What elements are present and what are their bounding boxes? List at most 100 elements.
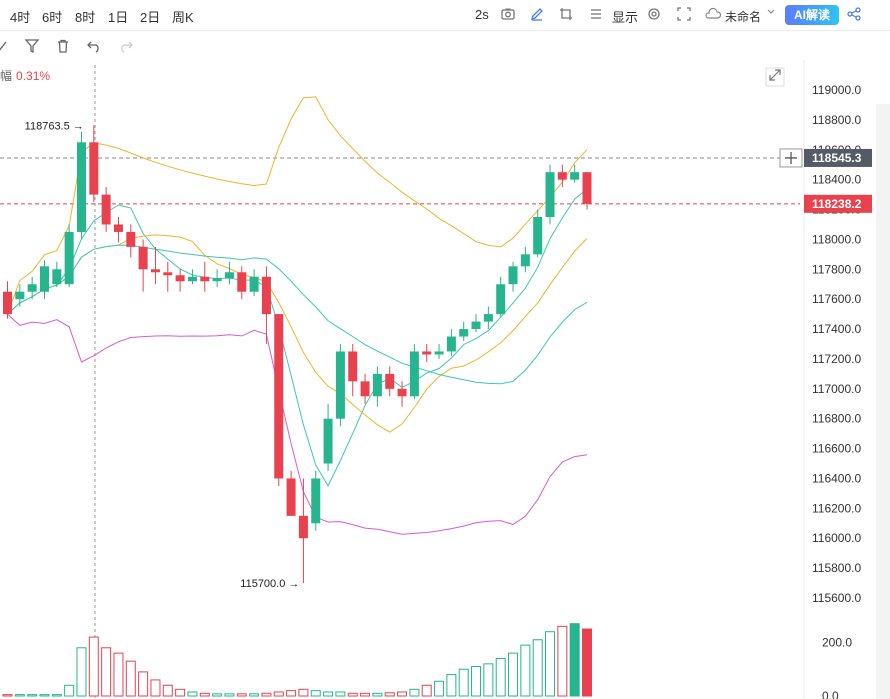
gear-icon[interactable] [645,6,663,24]
volume-bar [384,692,395,697]
candle-body [471,321,481,330]
candle [483,306,493,330]
timeframe-6h[interactable]: 6时 [42,10,63,25]
volume-bar [545,631,556,697]
redo-icon[interactable] [117,38,135,56]
volume-bar [310,690,321,697]
candle-body [249,276,259,292]
undo-icon[interactable] [85,38,103,56]
candle [212,269,222,288]
timeframe-4h[interactable]: 4时 [10,10,31,25]
volume-bar [409,688,420,697]
volume-bar [187,691,198,697]
interval-selector[interactable]: 2s [475,7,489,22]
candle [422,344,432,362]
candlestick-chart[interactable]: 118763.5 → 115700.0 → 119000.0 118800.0 118… [0,60,890,699]
candle-body [237,272,247,292]
candle-body [3,291,12,315]
drawing-toolbar [0,31,890,63]
band-upper-line [7,96,588,315]
volume-bar [495,658,506,697]
volume-bar [101,647,112,697]
volume-bar [125,660,136,697]
candle [150,246,160,285]
candle [446,329,456,356]
filter-icon[interactable] [23,38,41,56]
volume-bar [397,691,408,697]
volume-bars [2,623,593,697]
pencil-icon[interactable] [528,6,546,24]
volume-bar [569,623,580,697]
cloud-icon [704,6,722,24]
candle [286,471,296,516]
draw-line-icon[interactable] [0,39,14,57]
volume-bar [39,694,50,697]
price-tick-label: 116600.0 [812,442,861,456]
candle-body [76,142,86,232]
price-tick-label: 118400.0 [812,173,861,187]
price-tick-label: 118800.0 [812,113,861,127]
price-tick-label: 115600.0 [812,591,861,605]
trash-icon[interactable] [54,38,72,56]
candle-body [557,172,567,180]
volume-bar [261,692,272,697]
candle [323,403,333,471]
change-readout: 幅 0.31% [0,67,50,84]
candle-body [52,269,62,285]
candle-body [582,172,592,204]
candle [557,164,567,188]
volume-bar [372,692,383,697]
high-price-label: 118763.5 → [25,120,84,132]
price-tick-label: 116800.0 [812,412,861,426]
crop-icon[interactable] [557,6,575,24]
price-tick-label: 117000.0 [812,382,861,396]
candle-body [446,336,456,352]
price-tick-label: 117600.0 [812,292,861,306]
candle-body [163,272,173,276]
last-price-tag [804,194,872,213]
volume-bar [520,644,531,697]
right-scroll-strip[interactable] [876,104,890,699]
candle-body [483,314,493,322]
candle [471,314,481,333]
volume-bar [434,680,445,697]
camera-icon[interactable] [499,6,517,24]
candle [39,260,49,300]
candle-body [496,284,506,315]
volume-bar [508,652,519,697]
list-icon[interactable] [587,6,605,24]
volume-bar [557,625,568,697]
price-tick-label: 119000.0 [812,83,861,97]
candle-body [508,266,518,285]
volume-bar [150,679,161,697]
candle [496,276,506,318]
share-icon[interactable] [845,6,863,24]
candle [27,276,37,300]
candle [52,261,62,288]
volume-bar [27,694,38,697]
ai-analysis-button[interactable]: AI解读 [785,5,839,25]
candle-body [187,276,197,282]
candle [434,344,444,359]
timeframe-1w[interactable]: 周K [172,10,194,25]
price-tick-label: 115800.0 [812,561,861,575]
candle [187,269,197,285]
candle-body [422,351,432,355]
chevron-down-icon[interactable] [762,6,780,24]
timeframe-8h[interactable]: 8时 [75,10,96,25]
fullscreen-icon[interactable] [675,6,693,24]
display-menu[interactable]: 显示 [612,10,639,25]
volume-bar [138,671,149,697]
candle-body [459,329,469,337]
candle [126,224,136,258]
expand-icon[interactable] [765,67,785,87]
candle [409,344,419,400]
timeframe-1d[interactable]: 1日 [108,10,129,25]
layout-name[interactable]: 未命名 [725,10,762,24]
candle [249,269,259,297]
guide-lines [0,65,800,699]
volume-bar [88,636,99,697]
current-price-value: 118545.3 [812,151,862,165]
current-price-tag [804,148,872,167]
timeframe-2d[interactable]: 2日 [140,10,161,25]
